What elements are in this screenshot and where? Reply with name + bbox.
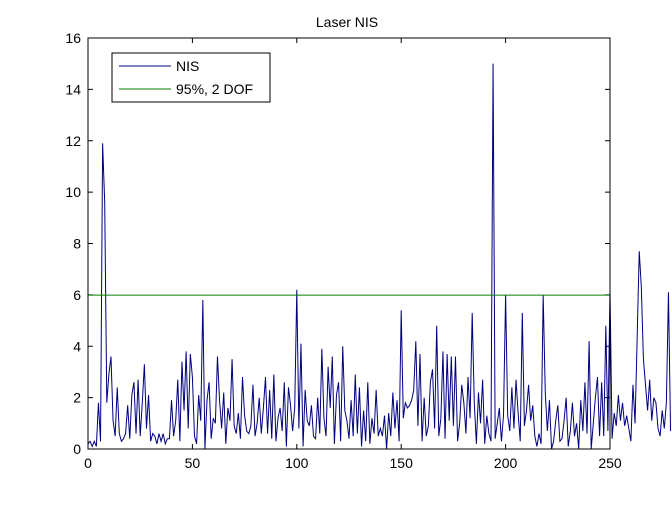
y-tick-label: 6 xyxy=(73,287,81,303)
y-axis-ticks: 0 2 4 6 8 10 12 14 16 xyxy=(65,30,610,457)
y-tick-label: 4 xyxy=(73,338,81,354)
x-tick-label: 150 xyxy=(390,455,414,471)
x-tick-label: 0 xyxy=(84,455,92,471)
y-tick-label: 8 xyxy=(73,236,81,252)
plot-area xyxy=(88,38,610,449)
plot-frame xyxy=(87,37,611,450)
y-tick-label: 14 xyxy=(65,81,81,97)
x-tick-label: 250 xyxy=(598,455,622,471)
legend-box xyxy=(111,52,271,103)
x-tick-label: 50 xyxy=(185,455,201,471)
x-axis-ticks: 0 50 100 150 200 250 xyxy=(84,38,622,471)
y-tick-label: 10 xyxy=(65,184,81,200)
legend-label-95pct: 95%, 2 DOF xyxy=(176,81,253,97)
chart-title: Laser NIS xyxy=(316,14,378,30)
nis-series-line xyxy=(87,63,672,450)
legend: NIS 95%, 2 DOF xyxy=(111,52,271,103)
legend-label-nis: NIS xyxy=(176,58,199,74)
y-tick-label: 0 xyxy=(73,441,81,457)
x-tick-label: 100 xyxy=(285,455,309,471)
x-tick-label: 200 xyxy=(494,455,518,471)
series-layer xyxy=(87,63,672,450)
y-tick-label: 2 xyxy=(73,390,81,406)
y-tick-label: 12 xyxy=(65,133,81,149)
y-tick-label: 16 xyxy=(65,30,81,46)
